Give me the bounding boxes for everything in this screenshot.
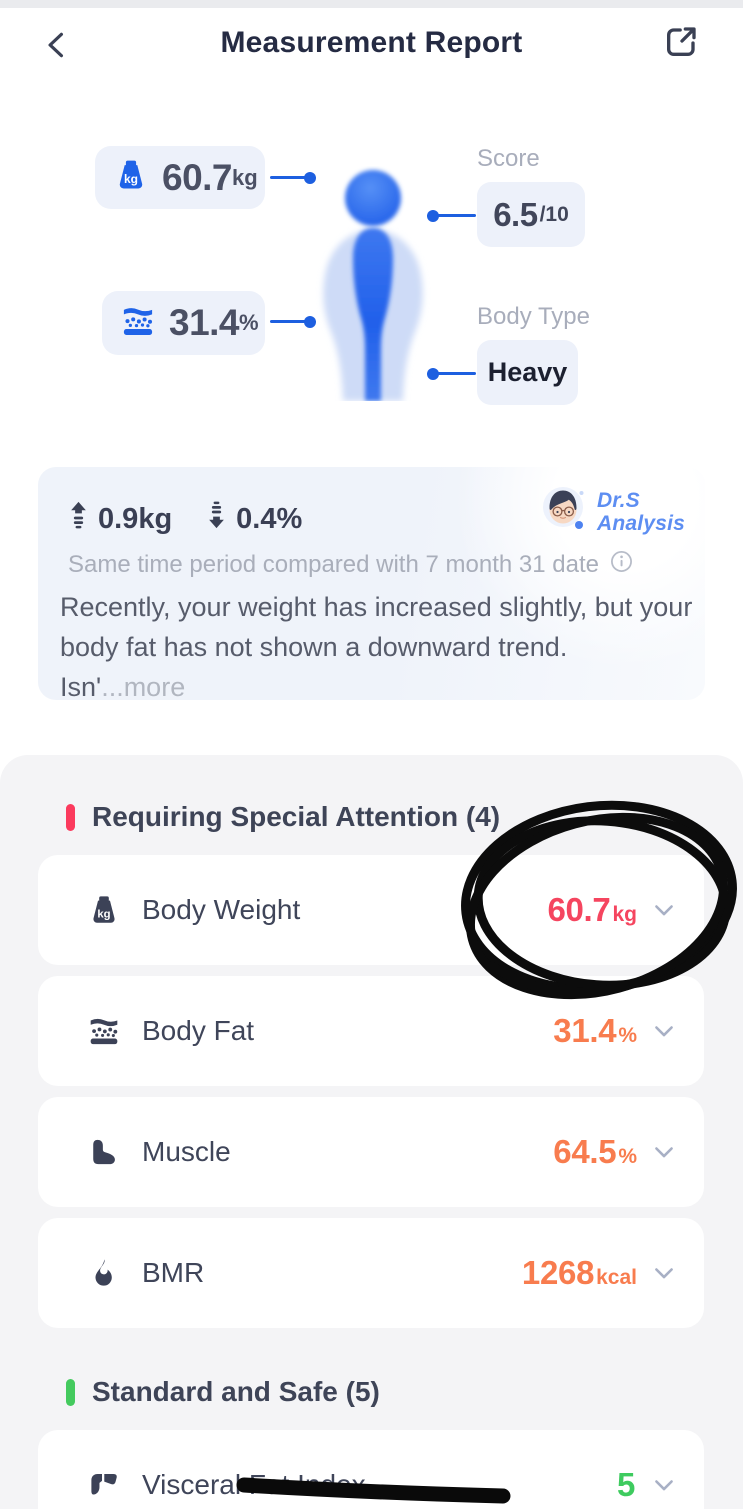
chevron-down-icon[interactable] xyxy=(650,896,678,924)
connector-dot xyxy=(427,210,439,222)
score-label: Score xyxy=(477,145,540,172)
body-fat-unit: % xyxy=(239,310,259,335)
section-title: Standard and Safe (5) xyxy=(92,1376,380,1407)
back-button[interactable] xyxy=(36,24,78,70)
increase-arrow-icon xyxy=(68,501,89,537)
weight-delta-value: 0.9kg xyxy=(98,502,173,535)
weight-icon: kg xyxy=(86,892,122,928)
connector-dot xyxy=(427,368,439,380)
chevron-down-icon[interactable] xyxy=(650,1471,678,1499)
header: Measurement Report xyxy=(0,8,743,86)
metric-unit: % xyxy=(618,1145,637,1168)
connector-dot xyxy=(304,316,316,328)
delta-summary: 0.9kg 0.4% xyxy=(68,501,302,537)
metrics-section: Requiring Special Attention (4) kg Body … xyxy=(0,755,743,1509)
metric-value: 5 xyxy=(616,1466,635,1503)
body-fat-value: 31.4 xyxy=(169,302,240,343)
svg-text:kg: kg xyxy=(124,172,138,186)
bmr-flame-icon xyxy=(86,1255,122,1291)
status-bar-strip xyxy=(0,0,743,8)
metric-unit: kg xyxy=(612,903,637,926)
metric-row-body-fat[interactable]: Body Fat 31.4% xyxy=(38,976,704,1086)
connector-line xyxy=(270,320,308,323)
dr-s-analysis-card: 0.9kg 0.4% xyxy=(38,467,705,702)
score-card: 6.5/10 xyxy=(477,182,585,247)
brand-line2: Analysis xyxy=(597,511,685,535)
body-type-value: Heavy xyxy=(487,357,568,387)
body-type-label: Body Type xyxy=(477,303,590,330)
dr-s-brand: Dr.S Analysis xyxy=(539,483,685,540)
more-link[interactable]: ...more xyxy=(101,672,186,702)
chevron-down-icon[interactable] xyxy=(650,1138,678,1166)
section-heading-attention: Requiring Special Attention (4) xyxy=(66,800,743,834)
weight-value: 60.7 xyxy=(162,156,233,198)
metric-label: Body Weight xyxy=(142,894,301,925)
fat-decrease: 0.4% xyxy=(206,501,302,537)
red-marker xyxy=(66,803,75,831)
score-value: 6.5 xyxy=(493,195,538,233)
share-button[interactable] xyxy=(657,20,705,68)
analysis-summary: Recently, your weight has increased slig… xyxy=(60,587,696,707)
body-silhouette-figure xyxy=(323,170,423,401)
page-title: Measurement Report xyxy=(220,26,523,59)
metric-unit: % xyxy=(618,1024,637,1047)
info-icon[interactable] xyxy=(609,549,634,581)
metric-row-body-weight[interactable]: kg Body Weight 60.7 kg xyxy=(38,855,704,965)
body-fat-icon xyxy=(86,1013,122,1049)
chevron-down-icon[interactable] xyxy=(650,1259,678,1287)
comparison-note: Same time period compared with 7 month 3… xyxy=(68,549,634,581)
metric-label: Visceral Fat Index xyxy=(142,1469,366,1500)
back-chevron-icon xyxy=(42,24,72,71)
svg-text:kg: kg xyxy=(97,908,110,920)
metric-row-muscle[interactable]: Muscle 64.5% xyxy=(38,1097,704,1207)
score-denominator: /10 xyxy=(539,202,569,226)
green-marker xyxy=(66,1378,75,1406)
body-type-card: Heavy xyxy=(477,340,578,405)
muscle-icon xyxy=(86,1134,122,1170)
chevron-down-icon[interactable] xyxy=(650,1017,678,1045)
weight-summary-pill: kg 60.7 kg xyxy=(95,146,265,209)
liver-icon xyxy=(86,1467,122,1503)
weight-unit: kg xyxy=(232,164,258,190)
weight-increase: 0.9kg xyxy=(68,501,172,537)
analysis-summary-text: Recently, your weight has increased slig… xyxy=(60,592,693,702)
section-heading-safe: Standard and Safe (5) xyxy=(66,1375,743,1409)
metric-label: Muscle xyxy=(142,1136,231,1167)
fat-delta-value: 0.4% xyxy=(236,502,303,535)
share-export-icon xyxy=(661,22,701,67)
decrease-arrow-icon xyxy=(206,501,227,537)
body-fat-summary-pill: 31.4% xyxy=(102,291,265,355)
section-title: Requiring Special Attention (4) xyxy=(92,801,501,832)
connector-line xyxy=(436,214,476,217)
metric-value: 31.4 xyxy=(553,1012,617,1049)
body-fat-layers-icon xyxy=(120,303,156,344)
metric-value: 60.7 xyxy=(547,891,611,928)
weight-kg-icon: kg xyxy=(113,157,149,198)
metric-label: Body Fat xyxy=(142,1015,255,1046)
connector-line xyxy=(436,372,476,375)
connector-line xyxy=(270,176,308,179)
connector-dot xyxy=(304,172,316,184)
metric-value: 1268 xyxy=(521,1254,595,1291)
dr-s-avatar xyxy=(539,483,589,540)
metric-value: 64.5 xyxy=(553,1133,617,1170)
metric-row-visceral-fat-index[interactable]: Visceral Fat Index 5 xyxy=(38,1430,704,1509)
comparison-note-text: Same time period compared with 7 month 3… xyxy=(68,551,599,578)
metric-row-bmr[interactable]: BMR 1268 kcal xyxy=(38,1218,704,1328)
metric-unit: kcal xyxy=(596,1266,637,1289)
brand-line1: Dr.S xyxy=(597,488,640,512)
metric-label: BMR xyxy=(142,1257,205,1288)
